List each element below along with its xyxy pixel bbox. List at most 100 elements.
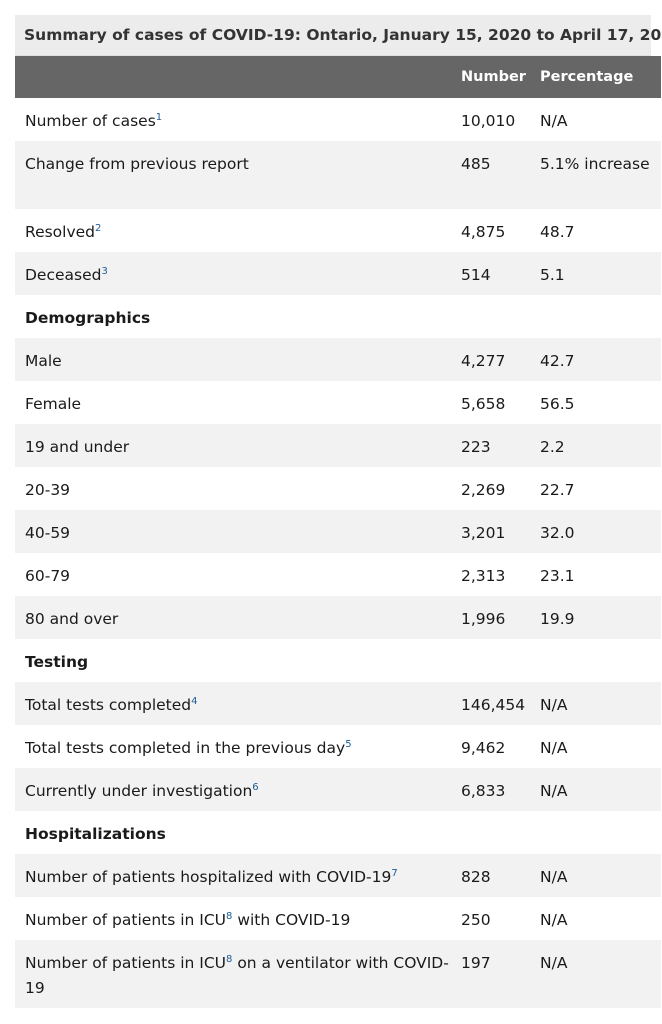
footnote-ref-link[interactable]: 2: [95, 223, 102, 234]
percentage-value: 23.1: [540, 567, 575, 585]
row-label: 20-39: [15, 467, 461, 510]
row-label-text: Deceased: [25, 266, 102, 284]
percentage-value: 2.2: [540, 438, 565, 456]
footnote-ref-link[interactable]: 8: [226, 911, 233, 922]
footnote-ref-link[interactable]: 8: [226, 954, 233, 965]
table-row: 60-79 2,313 23.1: [15, 553, 661, 596]
footnote-ref-link[interactable]: 4: [191, 696, 198, 707]
row-label-text: 20-39: [25, 481, 71, 499]
cell-percentage: 56.5: [540, 381, 661, 424]
section-heading-row: Demographics: [15, 295, 661, 338]
cell-percentage: 19.9: [540, 596, 661, 639]
number-value: 250: [461, 911, 491, 929]
number-value: 223: [461, 438, 491, 456]
table-row: Male 4,277 42.7: [15, 338, 661, 381]
table-row: 20-39 2,269 22.7: [15, 467, 661, 510]
covid-summary-table: Number Percentage Number of cases1 10,010…: [15, 56, 661, 1008]
number-value: 6,833: [461, 782, 506, 800]
percentage-value: N/A: [540, 782, 568, 800]
row-label-text: Demographics: [25, 309, 151, 327]
header-row: Number Percentage: [15, 56, 661, 98]
row-label-text: Hospitalizations: [25, 825, 166, 843]
table-row: Total tests completed in the previous da…: [15, 725, 661, 768]
row-label: Number of patients hospitalized with COV…: [15, 854, 461, 897]
footnote-ref-link[interactable]: 6: [252, 782, 259, 793]
percentage-value: 56.5: [540, 395, 575, 413]
cell-percentage: N/A: [540, 682, 661, 725]
number-value: 146,454: [461, 696, 526, 714]
row-label: 19 and under: [15, 424, 461, 467]
number-value: 1,996: [461, 610, 506, 628]
percentage-value: N/A: [540, 739, 568, 757]
table-row: 19 and under 223 2.2: [15, 424, 661, 467]
cell-number: 223: [461, 424, 540, 467]
table-header: Number Percentage: [15, 56, 661, 98]
cell-number: 250: [461, 897, 540, 940]
row-label: Change from previous report: [15, 141, 461, 209]
table-row: Currently under investigation6 6,833 N/A: [15, 768, 661, 811]
table-row: Female 5,658 56.5: [15, 381, 661, 424]
row-label: Total tests completed4: [15, 682, 461, 725]
table-caption: Summary of cases of COVID-19: Ontario, J…: [15, 15, 662, 56]
cell-percentage: 42.7: [540, 338, 661, 381]
table-row: Total tests completed4 146,454 N/A: [15, 682, 661, 725]
cell-percentage: [540, 295, 661, 338]
cell-number: 3,201: [461, 510, 540, 553]
percentage-value: N/A: [540, 696, 568, 714]
row-label: Total tests completed in the previous da…: [15, 725, 461, 768]
cell-number: [461, 295, 540, 338]
cell-percentage: 5.1% increase: [540, 141, 661, 209]
footnote-ref-link[interactable]: 5: [345, 739, 352, 750]
table-row: Change from previous report 485 5.1% incre…: [15, 141, 661, 209]
cell-percentage: 48.7: [540, 209, 661, 252]
row-label-text: Resolved: [25, 223, 96, 241]
covid-summary-table-container: Summary of cases of COVID-19: Ontario, J…: [15, 15, 662, 1008]
cell-percentage: N/A: [540, 725, 661, 768]
footnote-ref-link[interactable]: 7: [391, 868, 398, 879]
percentage-value: 48.7: [540, 223, 575, 241]
cell-percentage: [540, 639, 661, 682]
row-label-suffix: with COVID-19: [232, 911, 351, 929]
row-label: Number of patients in ICU8 with COVID-19: [15, 897, 461, 940]
table-row: 40-59 3,201 32.0: [15, 510, 661, 553]
percentage-value: N/A: [540, 911, 568, 929]
percentage-value: 19.9: [540, 610, 575, 628]
number-value: 4,875: [461, 223, 506, 241]
footnote-ref-link[interactable]: 1: [155, 112, 163, 123]
cell-percentage: 2.2: [540, 424, 661, 467]
footnote-ref-link[interactable]: 3: [101, 266, 108, 277]
header-percentage: Percentage: [540, 69, 634, 85]
table-row: Deceased3 514 5.1: [15, 252, 661, 295]
row-label-text: Number of patients hospitalized with COV…: [25, 868, 392, 886]
cell-number: 197: [461, 940, 540, 1008]
row-label-text: Testing: [25, 653, 89, 671]
row-label-text: 19 and under: [25, 438, 130, 456]
cell-percentage: N/A: [540, 854, 661, 897]
cell-number: 2,269: [461, 467, 540, 510]
percentage-value: 5.1% increase: [540, 155, 650, 173]
row-label: 60-79: [15, 553, 461, 596]
percentage-value: 42.7: [540, 352, 575, 370]
row-label-text: Number of patients in ICU: [25, 954, 227, 972]
cell-percentage: N/A: [540, 768, 661, 811]
section-heading: Testing: [15, 639, 461, 682]
cell-percentage: 22.7: [540, 467, 661, 510]
table-row: Number of patients in ICU8 on a ventilat…: [15, 940, 661, 1008]
table-row: Number of patients hospitalized with COV…: [15, 854, 661, 897]
row-label-text: Total tests completed in the previous da…: [25, 739, 346, 757]
number-value: 2,313: [461, 567, 506, 585]
cell-percentage: N/A: [540, 98, 661, 141]
cell-number: 146,454: [461, 682, 540, 725]
number-value: 4,277: [461, 352, 506, 370]
number-value: 485: [461, 155, 491, 173]
table-row: Number of patients in ICU8 with COVID-19…: [15, 897, 661, 940]
number-value: 3,201: [461, 524, 506, 542]
cell-number: 9,462: [461, 725, 540, 768]
row-label-text: 80 and over: [25, 610, 119, 628]
cell-percentage: [540, 811, 661, 854]
row-label: Male: [15, 338, 461, 381]
cell-number: 514: [461, 252, 540, 295]
header-label: [15, 56, 461, 98]
number-value: 10,010: [461, 112, 516, 130]
row-label: Deceased3: [15, 252, 461, 295]
